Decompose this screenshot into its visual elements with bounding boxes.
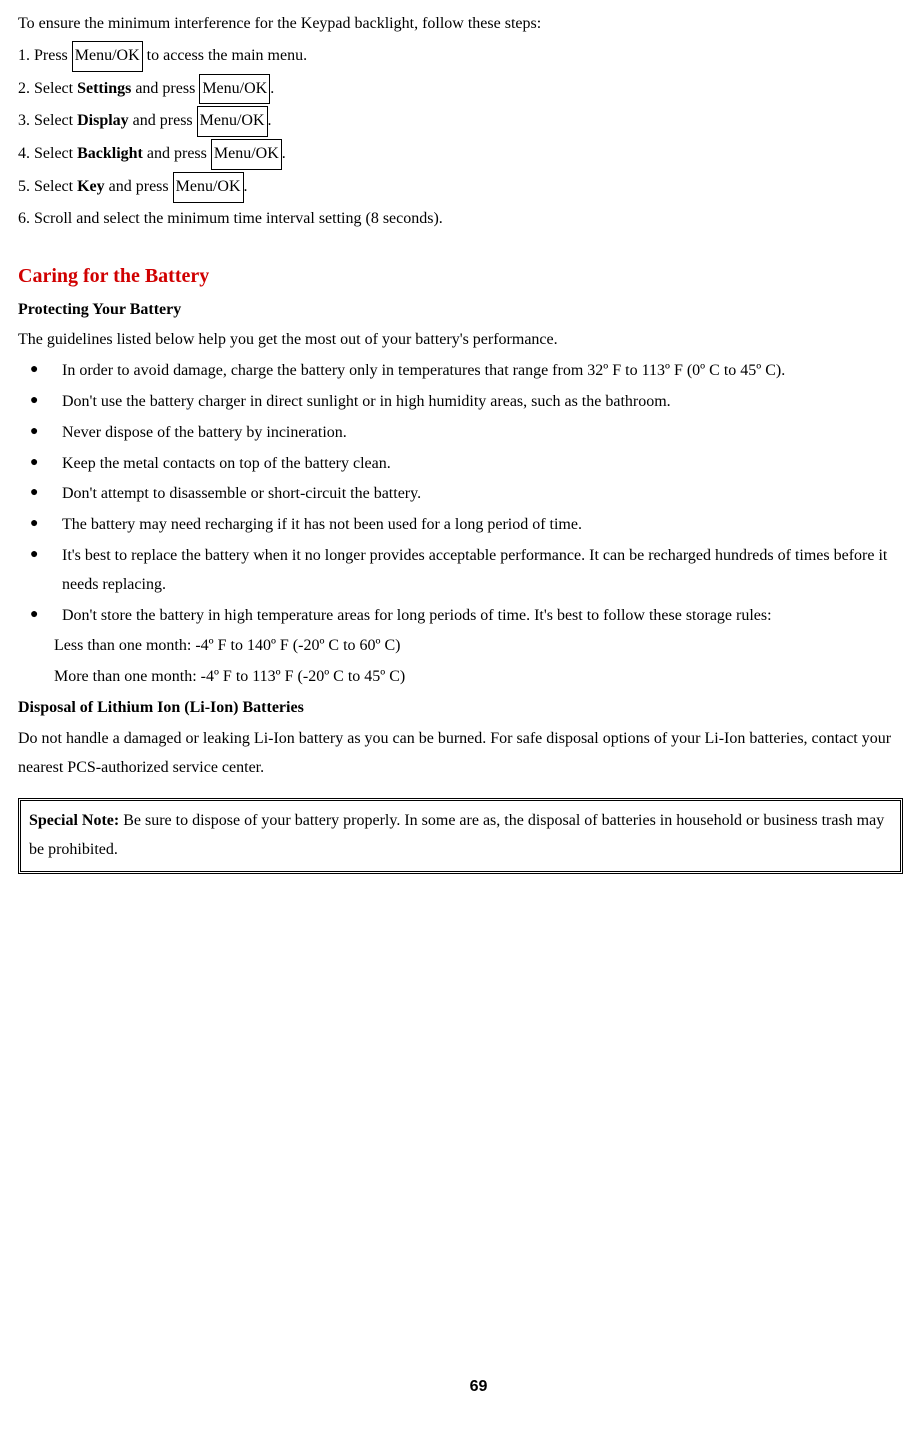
bullet-item: In order to avoid damage, charge the bat… <box>18 357 903 386</box>
step1-pre: 1. Press <box>18 47 72 64</box>
step-6: 6. Scroll and select the minimum time in… <box>18 205 903 234</box>
heading-caring-battery: Caring for the Battery <box>18 258 903 294</box>
step5-post: . <box>244 178 248 195</box>
step5-pre: 5. Select <box>18 178 77 195</box>
special-note-box: Special Note: Be sure to dispose of your… <box>18 798 903 874</box>
step5-key: Menu/OK <box>173 172 244 203</box>
step4-key: Menu/OK <box>211 139 282 170</box>
step3-pre: 3. Select <box>18 112 77 129</box>
step1-key: Menu/OK <box>72 41 143 72</box>
step-4: 4. Select Backlight and press Menu/OK. <box>18 139 903 170</box>
battery-intro: The guidelines listed below help you get… <box>18 326 903 355</box>
step4-bold: Backlight <box>77 145 143 162</box>
step2-mid: and press <box>131 80 199 97</box>
page-content: To ensure the minimum interference for t… <box>18 10 903 1420</box>
step5-bold: Key <box>77 178 105 195</box>
bullet-item: It's best to replace the battery when it… <box>18 542 903 600</box>
step-1: 1. Press Menu/OK to access the main menu… <box>18 41 903 72</box>
step-5: 5. Select Key and press Menu/OK. <box>18 172 903 203</box>
bullet-item: Don't store the battery in high temperat… <box>18 602 903 631</box>
page-number: 69 <box>18 1373 921 1402</box>
step2-pre: 2. Select <box>18 80 77 97</box>
battery-bullet-list: In order to avoid damage, charge the bat… <box>18 357 903 630</box>
note-label: Special Note: <box>29 812 119 829</box>
bullet-item: Don't use the battery charger in direct … <box>18 388 903 417</box>
step4-mid: and press <box>143 145 211 162</box>
bullet-item: Don't attempt to disassemble or short-ci… <box>18 480 903 509</box>
step5-mid: and press <box>105 178 173 195</box>
storage-rule-1: Less than one month: -4º F to 140º F (-2… <box>18 632 903 661</box>
step2-post: . <box>270 80 274 97</box>
step-3: 3. Select Display and press Menu/OK. <box>18 106 903 137</box>
bullet-item: Keep the metal contacts on top of the ba… <box>18 450 903 479</box>
disposal-text: Do not handle a damaged or leaking Li-Io… <box>18 725 903 783</box>
step3-mid: and press <box>129 112 197 129</box>
storage-rule-2: More than one month: -4º F to 113º F (-2… <box>18 663 903 692</box>
subheading-disposal: Disposal of Lithium Ion (Li-Ion) Batteri… <box>18 694 903 723</box>
step3-key: Menu/OK <box>197 106 268 137</box>
bullet-item: Never dispose of the battery by incinera… <box>18 419 903 448</box>
step2-bold: Settings <box>77 80 131 97</box>
step1-post: to access the main menu. <box>143 47 307 64</box>
intro-line: To ensure the minimum interference for t… <box>18 10 903 39</box>
step-2: 2. Select Settings and press Menu/OK. <box>18 74 903 105</box>
step3-post: . <box>268 112 272 129</box>
step4-pre: 4. Select <box>18 145 77 162</box>
step2-key: Menu/OK <box>199 74 270 105</box>
step4-post: . <box>282 145 286 162</box>
subheading-protecting: Protecting Your Battery <box>18 296 903 325</box>
step3-bold: Display <box>77 112 129 129</box>
note-text: Be sure to dispose of your battery prope… <box>29 812 884 858</box>
bullet-item: The battery may need recharging if it ha… <box>18 511 903 540</box>
